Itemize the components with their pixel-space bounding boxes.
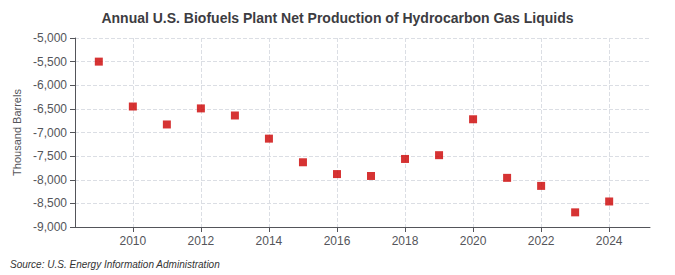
svg-text:Source: U.S. Energy Informatio: Source: U.S. Energy Information Administ… (10, 259, 220, 270)
svg-text:2018: 2018 (392, 234, 419, 248)
svg-text:-8,000: -8,000 (33, 173, 67, 187)
svg-text:-7,500: -7,500 (33, 149, 67, 163)
svg-text:-6,000: -6,000 (33, 78, 67, 92)
svg-text:2014: 2014 (256, 234, 283, 248)
svg-text:2022: 2022 (528, 234, 555, 248)
svg-text:2020: 2020 (460, 234, 487, 248)
svg-text:2024: 2024 (596, 234, 623, 248)
svg-text:-6,500: -6,500 (33, 102, 67, 116)
svg-text:-9,000: -9,000 (33, 220, 67, 234)
svg-text:Annual U.S. Biofuels Plant Net: Annual U.S. Biofuels Plant Net Productio… (101, 10, 573, 26)
svg-text:2012: 2012 (188, 234, 215, 248)
svg-text:-5,000: -5,000 (33, 31, 67, 45)
svg-text:-5,500: -5,500 (33, 55, 67, 69)
svg-text:2016: 2016 (324, 234, 351, 248)
svg-text:Thousand Barrels: Thousand Barrels (11, 89, 23, 176)
svg-text:-8,500: -8,500 (33, 196, 67, 210)
svg-text:2010: 2010 (119, 234, 146, 248)
svg-text:-7,000: -7,000 (33, 126, 67, 140)
